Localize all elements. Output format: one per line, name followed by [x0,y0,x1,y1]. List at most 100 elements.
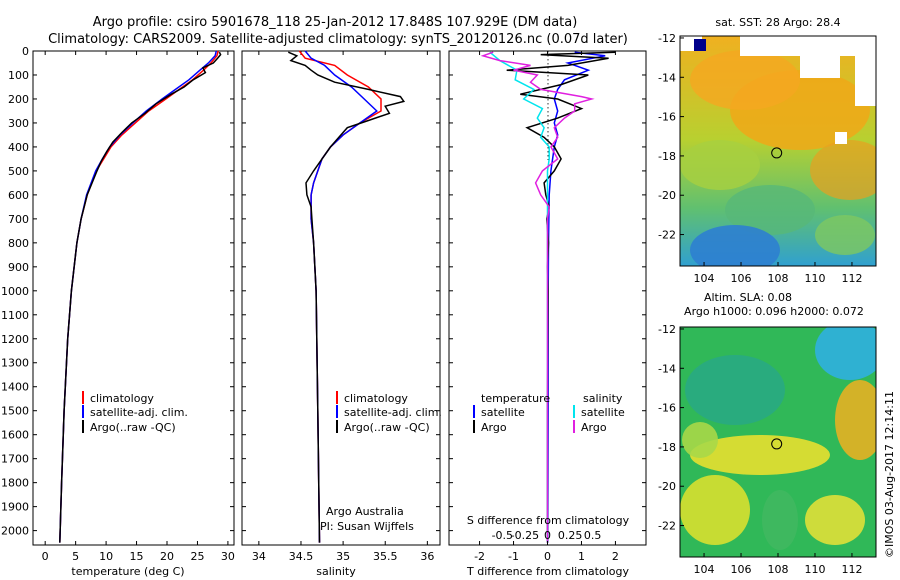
depth-tick-label: 700 [8,213,29,226]
s-difference-xlabel: S difference from climatology [467,514,630,527]
sla-mid-patch [682,422,718,458]
temperature-legend: climatology satellite-adj. clim. Argo(..… [82,391,188,434]
sst-colorscale-marker [694,39,706,51]
difference-x-ticks: -2 -1 0 1 2 -0.5-0.25 0 0.25 0.5 [474,51,619,563]
depth-tick-label: 600 [8,189,29,202]
sla-mid-patch [762,490,798,550]
x-tick-label: 35.5 [373,550,398,563]
sla-low-patch [685,355,785,425]
sla-high-patch [690,435,830,475]
salinity-axes [241,50,441,546]
sst-missing-data [855,56,876,106]
series-line-argo [59,51,222,543]
difference-lines [480,51,616,543]
sst-warm-patch [690,50,800,110]
lat-tick-label: -14 [658,71,676,84]
x-tick-label: -1 [508,550,519,563]
x-tick-label: 25 [190,550,204,563]
s-tick-label: -0.5 [492,529,513,542]
sst-map-ticks: 104 106 108 110 112 -12 -14 -16 -18 -20 -22 [658,32,862,285]
sla-map-title-1: Altim. SLA: 0.08 [704,291,792,304]
s-tick-label: 0.25 [558,529,583,542]
lat-tick-label: -12 [658,32,676,45]
lat-tick-label: -18 [658,441,676,454]
x-tick-label: 15 [130,550,144,563]
s-tick-label: 0.5 [584,529,602,542]
series-line-sal_satellite [489,51,550,543]
lon-tick-label: 106 [731,563,752,576]
lat-tick-label: -22 [658,229,676,242]
series-line-climatology [59,50,219,543]
depth-tick-label: 1100 [1,309,29,322]
temperature-axes [32,50,235,546]
depth-tick-label: 0 [22,45,29,58]
sst-missing-data [835,132,847,144]
salinity-x-ticks: 34 34.5 35 35.5 36 [252,51,434,563]
annotation-argo-australia: Argo Australia [326,505,404,518]
sst-field [680,36,876,266]
temperature-panel: 0100200300400500600700800900100011001200… [1,45,646,578]
depth-tick-label: 1900 [1,501,29,514]
lat-tick-label: -14 [658,362,676,375]
lon-tick-label: 112 [841,563,862,576]
sla-low-patch [815,327,876,380]
lon-tick-label: 106 [731,272,752,285]
sst-mid-patch [680,140,760,190]
sal-legend-climatology-label: climatology [344,392,408,405]
legend-argo-label: Argo(..raw -QC) [90,421,176,434]
series-line-sal_argo [480,51,595,543]
x-tick-label: 1 [578,550,585,563]
x-tick-label: 0 [42,550,49,563]
x-tick-label: 36 [420,550,434,563]
sst-map: sat. SST: 28 Argo: 28.4 104 106 108 110 112 -… [658,16,877,285]
lat-tick-label: -20 [658,189,676,202]
temperature-x-ticks: 0 5 10 15 20 25 30 [42,51,235,563]
x-tick-label: 34.5 [289,550,314,563]
lon-tick-label: 108 [768,563,789,576]
series-line-argo [288,51,406,543]
depth-tick-label: 400 [8,141,29,154]
depth-tick-label: 500 [8,165,29,178]
depth-tick-label: 300 [8,117,29,130]
salinity-lines [288,50,406,543]
legend-temperature-title: temperature [481,392,550,405]
salinity-xlabel: salinity [316,565,356,578]
depth-tick-label: 1200 [1,333,29,346]
lon-tick-label: 112 [841,272,862,285]
x-tick-label: 34 [252,550,266,563]
legend-salinity-title: salinity [583,392,623,405]
legend-t-argo-label: Argo [481,421,507,434]
imos-credit: ©IMOS 03-Aug-2017 12:14:11 [883,391,896,558]
legend-t-satellite-label: satellite [481,406,525,419]
x-tick-label: 10 [99,550,113,563]
sst-missing-data [800,56,840,78]
depth-tick-label: 1500 [1,405,29,418]
salinity-legend: climatology satellite-adj. clim. Argo(..… [336,391,442,434]
depth-tick-label: 800 [8,237,29,250]
depth-tick-label: 100 [8,69,29,82]
sal-legend-argo-label: Argo(..raw -QC) [344,421,430,434]
sla-high-patch [680,475,750,545]
temperature-xlabel: temperature (deg C) [71,565,184,578]
sst-mid-patch [815,215,875,255]
depth-tick-label: 900 [8,261,29,274]
legend-climatology-label: climatology [90,392,154,405]
x-tick-label: 30 [221,550,235,563]
sst-map-title: sat. SST: 28 Argo: 28.4 [715,16,840,29]
depth-ticks: 0 100 200 300 400 500 600 700 800 900 1000 1100 1200… [1,45,646,538]
lat-tick-label: -16 [658,402,676,415]
sla-high-patch [835,380,876,460]
x-tick-label: 2 [612,550,619,563]
depth-tick-label: 2000 [1,525,29,538]
depth-tick-label: 1000 [1,285,29,298]
x-tick-label: 0 [544,550,551,563]
depth-tick-label: 1600 [1,429,29,442]
sla-map-title-2: Argo h1000: 0.096 h2000: 0.072 [684,305,864,318]
depth-tick-label: 200 [8,93,29,106]
sst-cool-patch [725,185,815,235]
x-tick-label: 20 [160,550,174,563]
series-line-satellite [59,50,218,543]
sst-cold-patch [690,225,780,266]
legend-satellite-label: satellite-adj. clim. [90,406,188,419]
